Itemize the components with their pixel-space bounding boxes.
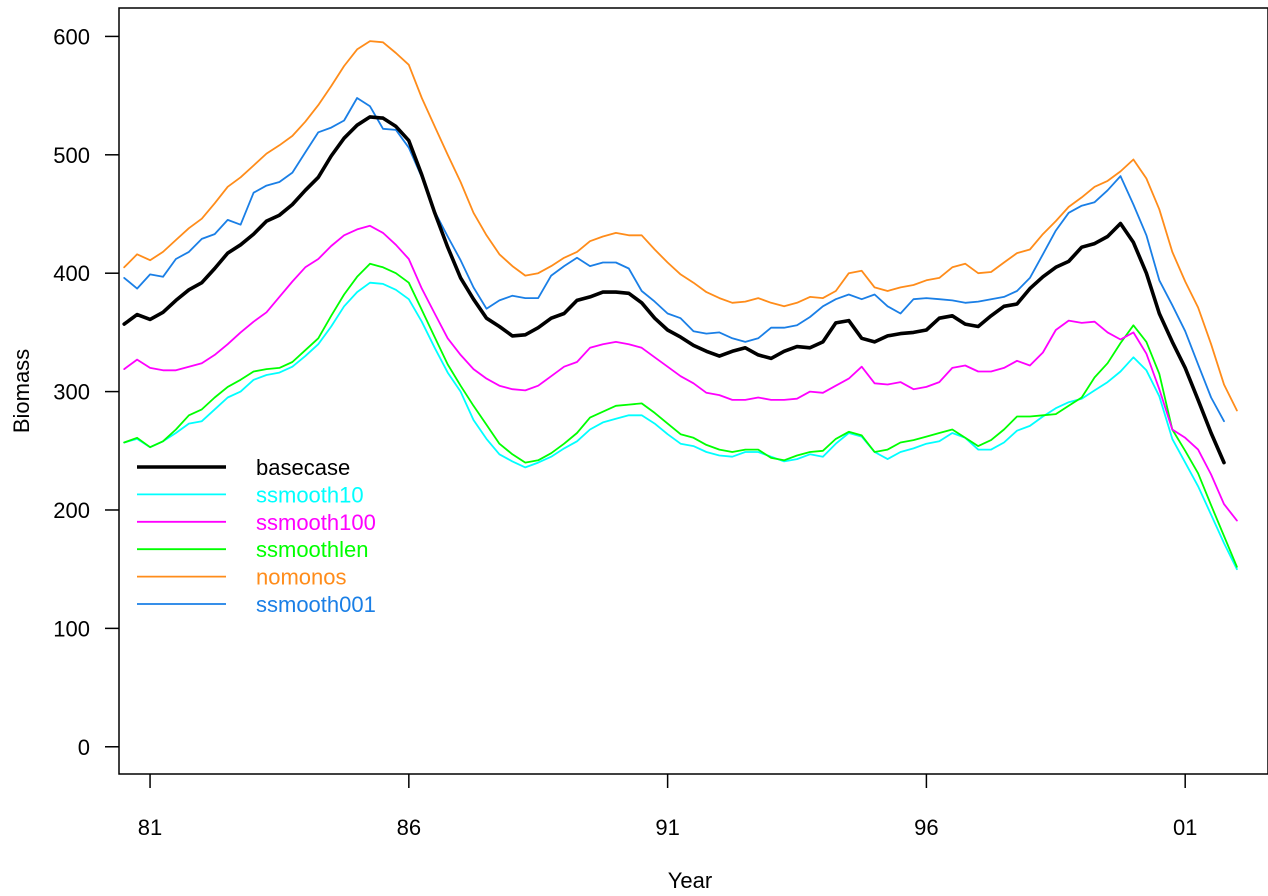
y-tick-label: 500 — [53, 143, 90, 168]
x-tick-label: 86 — [397, 815, 421, 840]
series-line-basecase — [122, 115, 1226, 465]
x-tick-label: 81 — [138, 815, 162, 840]
legend-label-basecase: basecase — [256, 455, 350, 480]
legend-label-ssmooth001: ssmooth001 — [256, 592, 376, 617]
axes: 81 86 91 96 01 0 100 200 300 400 500 600 — [53, 24, 1197, 840]
y-tick-label: 100 — [53, 616, 90, 641]
y-tick-label: 300 — [53, 380, 90, 405]
y-tick-label: 200 — [53, 498, 90, 523]
y-axis-title: Biomass — [9, 349, 34, 433]
y-tick-label: 400 — [53, 261, 90, 286]
series-line-ssmooth100 — [123, 224, 1238, 522]
plot-frame — [118, 7, 1268, 775]
x-tick-label: 01 — [1173, 815, 1197, 840]
legend-label-ssmoothlen: ssmoothlen — [256, 537, 369, 562]
series-line-nomonos — [123, 40, 1238, 412]
x-tick-label: 91 — [655, 815, 679, 840]
x-tick-label: 96 — [914, 815, 938, 840]
y-tick-label: 0 — [78, 735, 90, 760]
series-layer — [122, 40, 1238, 571]
y-tick-label: 600 — [53, 24, 90, 49]
series-line-ssmoothlen — [123, 262, 1238, 568]
legend-label-ssmooth100: ssmooth100 — [256, 510, 376, 535]
x-axis-title: Year — [668, 868, 712, 893]
legend-label-ssmooth10: ssmooth10 — [256, 482, 364, 507]
legend-label-nomonos: nomonos — [256, 565, 347, 590]
series-line-ssmooth10 — [123, 281, 1238, 571]
series-line-ssmooth001 — [123, 97, 1225, 423]
